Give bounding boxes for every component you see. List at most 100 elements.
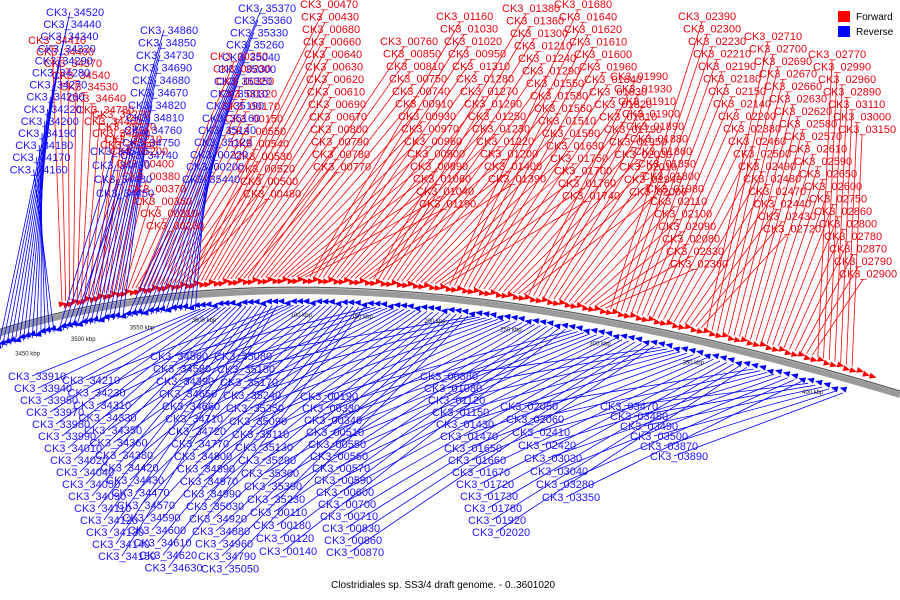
forward-gene-arrow (143, 288, 151, 294)
reverse-gene-label: CK3_02020 (472, 527, 530, 539)
reverse-gene-arrow (400, 302, 408, 309)
forward-gene-label: CK3_01240 (518, 53, 576, 65)
reverse-label-leader (55, 307, 221, 425)
forward-gene-label: CK3_02580 (779, 119, 837, 131)
reverse-gene-label: CK3_35370 (238, 3, 296, 15)
reverse-gene-label: CK3_34510 (90, 146, 148, 158)
forward-label-leader (269, 109, 420, 278)
forward-gene-label: CK3_01840 (584, 74, 642, 86)
position-tick-label: 400 kbp (802, 390, 824, 396)
reverse-gene-label: CK3_34140 (92, 539, 150, 551)
forward-gene-label: CK3_34370 (44, 58, 102, 70)
reverse-gene-arrow (386, 303, 394, 310)
forward-label-leader (151, 99, 244, 287)
forward-label-leader (80, 103, 93, 298)
forward-gene-label: CK3_00810 (386, 61, 444, 73)
forward-label-leader (430, 163, 575, 284)
forward-gene-label: CK3_01810 (599, 112, 657, 124)
forward-gene-label: CK3_01960 (579, 62, 637, 74)
forward-gene-label: CK3_02180 (703, 74, 761, 86)
reverse-gene-label: CK3_35030 (186, 501, 244, 513)
forward-label-leader (668, 159, 758, 321)
forward-gene-arrow (302, 278, 310, 285)
reverse-label-leader (221, 314, 463, 557)
map-caption: Clostridiales sp. SS3/4 draft genome. - … (331, 580, 555, 591)
reverse-gene-arrow (234, 301, 242, 308)
reverse-gene-arrow (347, 299, 355, 306)
forward-gene-label: CK3_34780 (76, 105, 134, 117)
forward-gene-label: CK3_01900 (622, 109, 680, 121)
reverse-gene-label: CK3_34800 (174, 451, 232, 463)
forward-gene-arrow (467, 288, 475, 295)
reverse-label-leader (349, 345, 655, 553)
forward-gene-label: CK3_01230 (472, 124, 530, 136)
forward-label-leader (273, 121, 423, 278)
reverse-label-leader (176, 307, 376, 369)
reverse-gene-arrow (0, 343, 2, 349)
forward-gene-label: CK3_01380 (502, 3, 560, 15)
reverse-gene-arrow (642, 340, 650, 346)
reverse-label-leader (240, 316, 481, 370)
forward-gene-arrow (323, 278, 331, 285)
forward-gene-arrow (868, 372, 877, 379)
reverse-gene-label: CK3_03350 (542, 492, 600, 504)
forward-gene-arrow (451, 286, 459, 293)
forward-gene-label: CK3_01360 (506, 16, 564, 28)
forward-gene-label: CK3_02110 (650, 196, 707, 208)
forward-gene-arrow (233, 279, 241, 286)
forward-gene-label: CK3_01030 (440, 24, 498, 36)
forward-gene-label: CK3_34410 (28, 35, 86, 47)
forward-gene-label: CK3_00430 (301, 12, 359, 24)
forward-gene-label: CK3_35220 (98, 121, 156, 133)
reverse-gene-arrow (546, 320, 554, 327)
reverse-label-leader (212, 312, 445, 519)
forward-label-leader (387, 51, 539, 281)
forward-gene-label: CK3_01550 (526, 78, 584, 90)
forward-gene-label: CK3_35270 (92, 109, 150, 121)
reverse-label-leader (85, 304, 283, 381)
forward-label-leader (209, 72, 330, 281)
reverse-gene-label: CK3_34440 (43, 19, 101, 31)
reverse-gene-arrow (49, 325, 57, 331)
forward-gene-arrow (559, 299, 567, 305)
reverse-label-leader (653, 388, 830, 437)
forward-gene-label: CK3_02610 (789, 144, 847, 156)
reverse-gene-label: CK3_34740 (120, 150, 178, 162)
reverse-label-leader (80, 42, 163, 327)
reverse-gene-label: CK3_34850 (138, 38, 196, 50)
forward-gene-arrow (282, 276, 290, 283)
reverse-label-leader (276, 326, 554, 526)
forward-gene-arrow (252, 276, 260, 283)
forward-gene-arrow (185, 283, 193, 290)
reverse-gene-label: CK3_34610 (134, 538, 192, 550)
forward-gene-label: CK3_00320 (219, 89, 277, 101)
reverse-gene-label: CK3_34520 (46, 7, 104, 19)
reverse-gene-arrow (246, 298, 254, 305)
forward-label-leader (605, 269, 695, 309)
reverse-gene-label: CK3_03470 (600, 401, 658, 413)
reverse-label-leader (168, 306, 365, 568)
reverse-label-leader (182, 307, 388, 394)
forward-gene-label: CK3_00170 (222, 101, 280, 113)
reverse-gene-arrow (23, 331, 31, 338)
forward-gene-arrow (617, 311, 626, 318)
forward-gene-arrow (653, 318, 662, 325)
forward-label-leader (574, 194, 671, 303)
forward-label-leader (221, 109, 333, 280)
forward-gene-label: CK3_01580 (530, 91, 588, 103)
forward-gene-label: CK3_00740 (392, 86, 450, 98)
forward-gene-arrow (612, 308, 620, 315)
forward-label-leader (318, 46, 469, 278)
forward-gene-label: CK3_00660 (303, 37, 361, 49)
reverse-gene-label: CK3_34690 (134, 63, 192, 75)
reverse-gene-labels: CK3_34520CK3_34440CK3_34340CK3_34320CK3_… (8, 3, 708, 576)
forward-gene-label: CK3_02090 (658, 221, 716, 233)
forward-label-leader (800, 254, 854, 353)
reverse-gene-arrow (539, 319, 547, 326)
forward-gene-label: CK3_01910 (618, 96, 676, 108)
forward-gene-label: CK3_02960 (818, 74, 876, 86)
reverse-gene-arrow (590, 327, 598, 334)
forward-label-leader (722, 79, 784, 333)
forward-gene-arrow (349, 279, 357, 286)
forward-gene-label: CK3_01310 (452, 61, 510, 73)
